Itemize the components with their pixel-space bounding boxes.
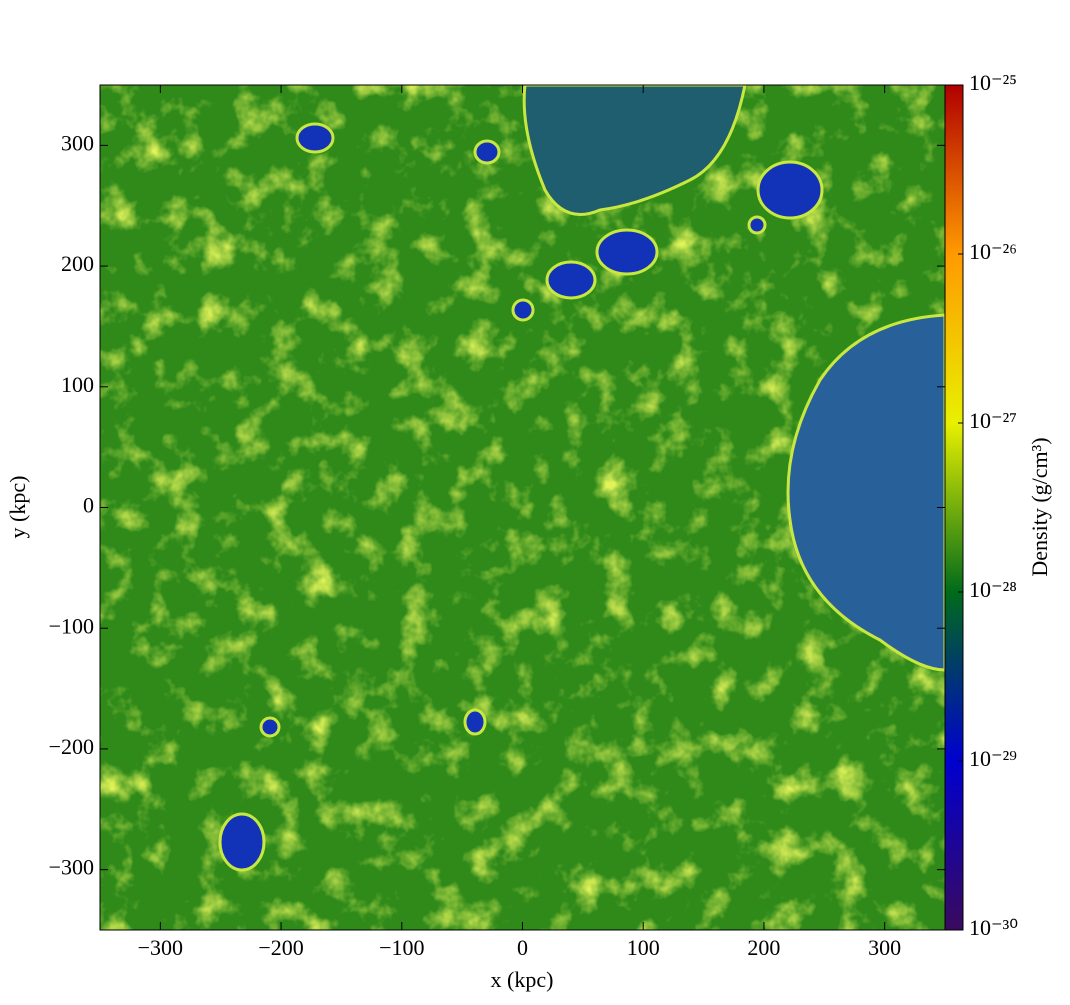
- y-tick-label: 0: [83, 493, 94, 518]
- y-tick-label: −100: [49, 613, 94, 638]
- x-tick-label: 300: [868, 935, 901, 960]
- y-tick-label: 200: [61, 251, 94, 276]
- colorbar-tick-label: 10⁻²⁸: [969, 577, 1017, 602]
- colorbar-label: Density (g/cm³): [1027, 437, 1052, 576]
- y-axis-label: y (kpc): [5, 476, 30, 539]
- colorbar-tick-label: 10⁻²⁵: [969, 70, 1017, 95]
- colorbar-tick-label: 10⁻²⁷: [969, 408, 1017, 433]
- density-image: [100, 85, 945, 930]
- y-tick-label: −200: [49, 734, 94, 759]
- x-tick-label: 0: [517, 935, 528, 960]
- y-tick-label: 300: [61, 130, 94, 155]
- x-tick-label: −200: [258, 935, 303, 960]
- colorbar-tick-label: 10⁻³⁰: [969, 915, 1018, 940]
- x-tick-label: −100: [379, 935, 424, 960]
- colorbar: [944, 84, 964, 931]
- y-tick-label: −300: [49, 855, 94, 880]
- colorbar-tick-label: 10⁻²⁹: [969, 746, 1017, 771]
- x-tick-label: −300: [138, 935, 183, 960]
- x-tick-label: 100: [627, 935, 660, 960]
- x-tick-label: 200: [747, 935, 780, 960]
- y-tick-label: 100: [61, 372, 94, 397]
- x-axis-label: x (kpc): [491, 967, 554, 992]
- colorbar-tick-label: 10⁻²⁶: [969, 239, 1017, 264]
